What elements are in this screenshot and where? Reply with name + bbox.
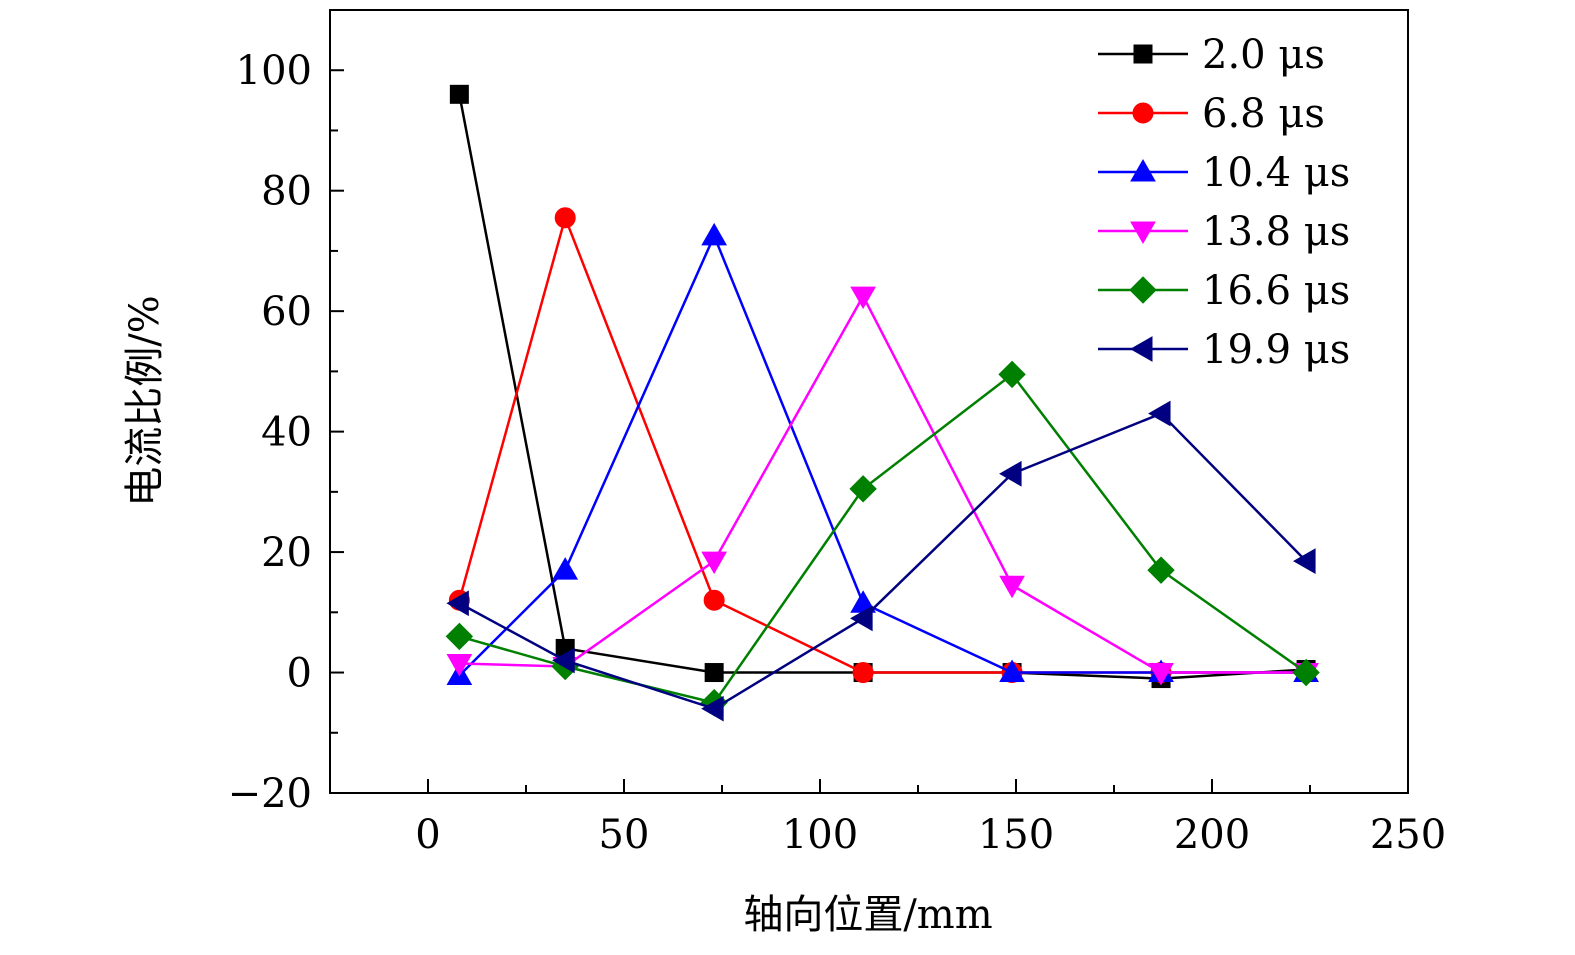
legend-label: 13.8 μs	[1202, 209, 1350, 255]
data-point	[1293, 548, 1316, 574]
x-tick-label: 250	[1370, 812, 1446, 858]
series-5	[446, 400, 1316, 722]
x-tick-label: 100	[782, 812, 858, 858]
series-layer	[445, 84, 1320, 722]
legend-marker	[1129, 336, 1153, 362]
data-point	[849, 475, 877, 503]
x-tick-label: 0	[415, 812, 440, 858]
y-tick-label: 0	[287, 651, 312, 697]
legend-label: 16.6 μs	[1202, 268, 1350, 314]
legend-marker	[1132, 102, 1154, 124]
data-point	[998, 360, 1026, 389]
data-point	[701, 222, 728, 246]
data-point	[704, 663, 724, 683]
x-axis-title: 轴向位置/mm	[743, 892, 992, 938]
legend-marker	[1133, 44, 1153, 64]
legend: 2.0 μs 6.8 μs 10.4 μs 13.8 μs 16.6 μs 19.9 μs	[1098, 32, 1350, 373]
y-tick-label: 40	[261, 410, 312, 456]
series-0	[449, 84, 1316, 689]
series-3	[446, 286, 1319, 686]
legend-marker	[1129, 276, 1157, 304]
data-point	[999, 575, 1025, 599]
data-point	[999, 460, 1022, 487]
axis-ticks: 0 50 100 150 200 250 −20 0 20 40 60 80 100	[228, 48, 1447, 858]
data-point	[701, 695, 724, 722]
series-line	[458, 412, 1307, 711]
legend-label: 2.0 μs	[1202, 32, 1325, 78]
legend-item: 6.8 μs	[1098, 91, 1325, 137]
series-line	[458, 232, 1307, 677]
legend-item: 13.8 μs	[1098, 209, 1350, 255]
series-4	[445, 360, 1320, 717]
y-tick-label: −20	[228, 771, 312, 817]
series-line	[458, 94, 1307, 680]
data-point	[445, 622, 474, 651]
data-point	[554, 207, 576, 229]
data-point	[446, 590, 469, 617]
data-point	[446, 654, 473, 677]
y-tick-label: 60	[261, 289, 312, 335]
data-point	[552, 647, 575, 674]
series-line	[459, 293, 1307, 674]
data-point	[850, 605, 873, 632]
legend-label: 10.4 μs	[1202, 150, 1350, 196]
legend-item: 16.6 μs	[1098, 268, 1350, 314]
data-point	[1147, 556, 1175, 584]
x-tick-label: 50	[599, 812, 650, 858]
data-point	[552, 557, 579, 580]
y-tick-label: 20	[261, 530, 312, 576]
legend-item: 19.9 μs	[1098, 327, 1350, 373]
y-tick-label: 100	[236, 48, 312, 94]
data-point	[852, 662, 874, 684]
data-point	[1292, 658, 1320, 687]
data-point	[1148, 663, 1174, 686]
data-point	[703, 589, 725, 611]
legend-label: 6.8 μs	[1202, 91, 1325, 137]
plot-frame	[329, 9, 1409, 794]
data-point	[999, 659, 1025, 683]
x-tick-label: 150	[978, 812, 1054, 858]
x-tick-label: 200	[1174, 812, 1250, 858]
data-point	[1148, 400, 1171, 427]
series-line	[459, 372, 1307, 705]
legend-marker	[1130, 158, 1156, 182]
data-point	[850, 286, 876, 310]
y-axis-title: 电流比例/%	[122, 295, 168, 506]
data-point	[701, 551, 728, 575]
legend-item: 10.4 μs	[1098, 150, 1350, 196]
data-point	[449, 84, 469, 104]
legend-label: 19.9 μs	[1202, 327, 1350, 373]
series-2	[446, 222, 1319, 686]
legend-item: 2.0 μs	[1098, 32, 1325, 78]
legend-marker	[1130, 221, 1156, 245]
y-tick-label: 80	[261, 169, 312, 215]
series-line	[458, 213, 1307, 674]
